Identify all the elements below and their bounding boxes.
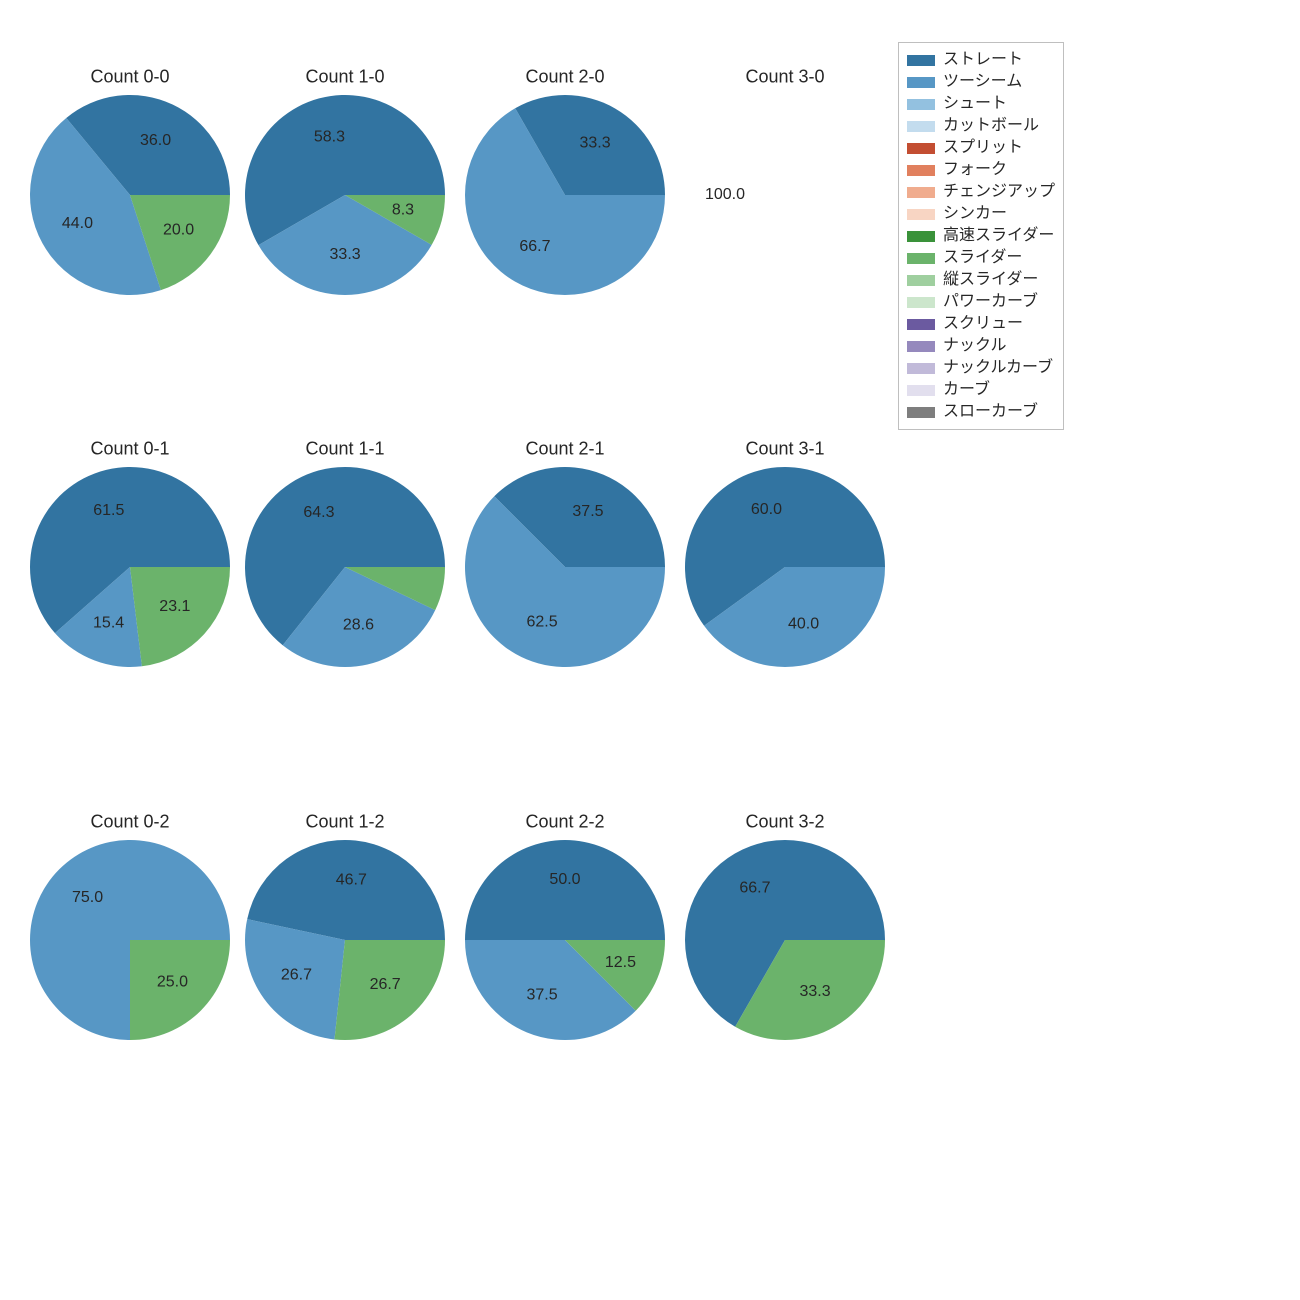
legend-label: ナックルカーブ xyxy=(943,357,1053,379)
pie-slice-label: 33.3 xyxy=(579,134,610,151)
legend-label: 高速スライダー xyxy=(943,225,1054,247)
pie-slice-label: 23.1 xyxy=(159,598,190,615)
pie-chart: 100.0 xyxy=(673,83,897,307)
legend-label: カットボール xyxy=(943,115,1039,137)
pie-slice-label: 36.0 xyxy=(140,132,171,149)
legend-swatch xyxy=(907,297,935,308)
legend-swatch xyxy=(907,99,935,110)
legend-swatch xyxy=(907,121,935,132)
pie-slice-label: 15.4 xyxy=(93,614,124,631)
legend-item: シュート xyxy=(907,93,1055,115)
legend-label: シュート xyxy=(943,93,1007,115)
pie-slice xyxy=(247,840,445,940)
pie-chart: 33.3 66.7 xyxy=(453,83,677,307)
legend-swatch xyxy=(907,407,935,418)
legend-swatch xyxy=(907,253,935,264)
pie-chart: 66.7 33.3 xyxy=(673,828,897,1052)
pie-slice-label: 75.0 xyxy=(72,889,103,906)
legend-swatch xyxy=(907,275,935,286)
legend-swatch xyxy=(907,319,935,330)
legend-item: スプリット xyxy=(907,137,1055,159)
legend-item: シンカー xyxy=(907,203,1055,225)
legend-item: ナックルカーブ xyxy=(907,357,1055,379)
pie-slice-label: 61.5 xyxy=(93,502,124,519)
pie-slice xyxy=(465,840,665,940)
legend-swatch xyxy=(907,341,935,352)
legend-swatch xyxy=(907,165,935,176)
pie-slice-label: 25.0 xyxy=(157,974,188,991)
legend-label: パワーカーブ xyxy=(943,291,1038,313)
chart-canvas: Count 0-036.044.020.0Count 1-058.333.38.… xyxy=(0,0,1300,1300)
legend-label: チェンジアップ xyxy=(943,181,1055,203)
legend-item: ナックル xyxy=(907,335,1055,357)
pie-slice-label: 40.0 xyxy=(788,615,819,632)
pie-slice-label: 58.3 xyxy=(314,128,345,145)
pie-slice-label: 37.5 xyxy=(526,987,557,1004)
pie-slice-label: 100.0 xyxy=(705,186,745,203)
legend-label: ナックル xyxy=(943,335,1007,357)
legend-item: フォーク xyxy=(907,159,1055,181)
legend-label: 縦スライダー xyxy=(943,269,1038,291)
pie-slice-label: 50.0 xyxy=(549,871,580,888)
legend-swatch xyxy=(907,55,935,66)
legend-item: チェンジアップ xyxy=(907,181,1055,203)
pie-chart: 46.7 26.7 26.7 xyxy=(233,828,457,1052)
legend-swatch xyxy=(907,143,935,154)
pie-slice-label: 20.0 xyxy=(163,221,194,238)
legend-label: スクリュー xyxy=(943,313,1023,335)
legend-swatch xyxy=(907,363,935,374)
legend-label: スローカーブ xyxy=(943,401,1038,423)
legend-item: スクリュー xyxy=(907,313,1055,335)
legend-item: カットボール xyxy=(907,115,1055,137)
pie-slice-label: 64.3 xyxy=(303,504,334,521)
pie-chart: 75.0 25.0 xyxy=(18,828,242,1052)
legend-item: ストレート xyxy=(907,49,1055,71)
legend-swatch xyxy=(907,77,935,88)
legend: ストレートツーシームシュートカットボールスプリットフォークチェンジアップシンカー… xyxy=(898,42,1064,430)
legend-item: ツーシーム xyxy=(907,71,1055,93)
pie-chart: 58.3 33.3 8.3 xyxy=(233,83,457,307)
pie-slice-label: 33.3 xyxy=(330,246,361,263)
legend-label: スライダー xyxy=(943,247,1022,269)
legend-label: カーブ xyxy=(943,379,990,401)
legend-label: シンカー xyxy=(943,203,1007,225)
pie-slice-label: 8.3 xyxy=(392,202,414,219)
legend-label: ストレート xyxy=(943,49,1023,71)
pie-slice-label: 37.5 xyxy=(572,503,603,520)
pie-chart: 61.5 15.4 23.1 xyxy=(18,455,242,679)
pie-slice-label: 12.5 xyxy=(605,954,636,971)
pie-chart: 64.3 28.6 xyxy=(233,455,457,679)
legend-item: スローカーブ xyxy=(907,401,1055,423)
pie-chart: 50.0 37.5 12.5 xyxy=(453,828,677,1052)
legend-item: 高速スライダー xyxy=(907,225,1055,247)
pie-chart: 60.0 40.0 xyxy=(673,455,897,679)
pie-slice-label: 44.0 xyxy=(62,215,93,232)
legend-label: フォーク xyxy=(943,159,1007,181)
legend-item: 縦スライダー xyxy=(907,269,1055,291)
legend-item: カーブ xyxy=(907,379,1055,401)
legend-label: スプリット xyxy=(943,137,1023,159)
legend-item: パワーカーブ xyxy=(907,291,1055,313)
pie-slice-label: 60.0 xyxy=(751,501,782,518)
legend-swatch xyxy=(907,209,935,220)
pie-chart: 37.5 62.5 xyxy=(453,455,677,679)
pie-slice-label: 62.5 xyxy=(526,614,557,631)
pie-slice-label: 66.7 xyxy=(519,238,550,255)
legend-swatch xyxy=(907,187,935,198)
legend-label: ツーシーム xyxy=(943,71,1022,93)
pie-slice-label: 28.6 xyxy=(343,617,374,634)
legend-swatch xyxy=(907,231,935,242)
pie-slice-label: 33.3 xyxy=(799,983,830,1000)
pie-slice xyxy=(130,567,230,666)
legend-item: スライダー xyxy=(907,247,1055,269)
pie-slice-label: 66.7 xyxy=(739,879,770,896)
pie-slice-label: 46.7 xyxy=(336,872,367,889)
pie-chart: 36.0 44.0 20.0 xyxy=(18,83,242,307)
pie-slice-label: 26.7 xyxy=(281,966,312,983)
legend-swatch xyxy=(907,385,935,396)
pie-slice-label: 26.7 xyxy=(370,976,401,993)
